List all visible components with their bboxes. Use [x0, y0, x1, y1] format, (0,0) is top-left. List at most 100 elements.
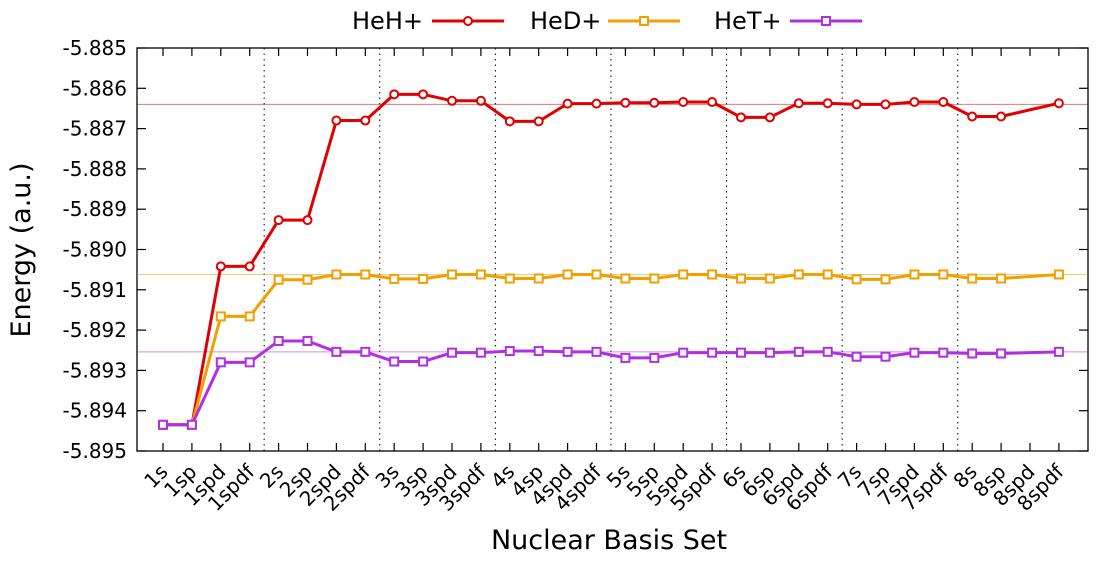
y-axis-title: Energy (a.u.)	[6, 163, 37, 338]
data-point-heh-plus	[909, 97, 920, 108]
legend-label-hed-plus: HeD+	[530, 7, 601, 35]
data-point-hed-plus	[504, 273, 515, 284]
data-point-heh-plus	[562, 98, 573, 109]
y-tick-label: -5.892	[63, 318, 127, 342]
data-point-hed-plus	[793, 269, 804, 280]
y-tick-label: -5.894	[63, 399, 127, 423]
data-point-het-plus	[244, 357, 255, 368]
legend: HeH+ HeD+ HeT+	[352, 7, 862, 35]
data-point-heh-plus	[822, 98, 833, 109]
data-point-hed-plus	[938, 269, 949, 280]
y-tick-label: -5.889	[63, 197, 127, 221]
data-point-het-plus	[996, 348, 1007, 359]
data-point-het-plus	[764, 347, 775, 358]
legend-marker-hed-plus	[639, 16, 649, 26]
legend-item-hed-plus: HeD+	[530, 7, 680, 35]
data-point-heh-plus	[764, 112, 775, 123]
data-point-heh-plus	[504, 116, 515, 127]
data-point-het-plus	[736, 347, 746, 358]
data-point-heh-plus	[851, 99, 862, 110]
data-point-het-plus	[880, 351, 891, 362]
data-point-het-plus	[793, 346, 804, 357]
data-point-hed-plus	[475, 269, 486, 280]
data-point-heh-plus	[533, 116, 544, 127]
legend-label-heh-plus: HeH+	[352, 7, 423, 35]
data-point-hed-plus	[707, 269, 718, 280]
data-point-hed-plus	[736, 273, 746, 284]
data-point-hed-plus	[620, 273, 631, 284]
data-point-heh-plus	[418, 89, 429, 100]
data-point-het-plus	[649, 352, 660, 363]
data-point-heh-plus	[880, 99, 891, 110]
data-point-heh-plus	[620, 97, 631, 108]
data-point-hed-plus	[244, 311, 255, 322]
data-point-het-plus	[475, 347, 486, 358]
y-tick-label: -5.893	[63, 358, 127, 382]
data-point-hed-plus	[273, 274, 284, 285]
data-point-hed-plus	[562, 269, 573, 280]
data-point-hed-plus	[822, 269, 833, 280]
data-point-het-plus	[302, 335, 313, 346]
y-axis: -5.885 -5.886 -5.887 -5.888 -5.889 -5.890 -5.8…	[63, 36, 1088, 463]
data-point-hed-plus	[215, 311, 226, 322]
data-point-hed-plus	[331, 269, 342, 280]
data-point-het-plus	[909, 347, 920, 358]
data-point-hed-plus	[418, 273, 429, 284]
data-point-heh-plus	[215, 261, 226, 272]
data-point-heh-plus	[678, 97, 689, 108]
data-point-heh-plus	[360, 115, 371, 126]
data-point-het-plus	[331, 346, 342, 357]
data-point-heh-plus	[389, 89, 400, 100]
y-tick-label: -5.886	[63, 76, 127, 100]
data-point-het-plus	[533, 346, 544, 357]
data-point-hed-plus	[591, 269, 602, 280]
data-point-hed-plus	[649, 273, 660, 284]
data-point-het-plus	[1053, 346, 1064, 357]
data-point-heh-plus	[331, 115, 342, 126]
data-point-het-plus	[418, 356, 429, 367]
data-point-het-plus	[967, 348, 978, 359]
data-point-heh-plus	[707, 97, 718, 108]
legend-label-het-plus: HeT+	[714, 7, 782, 35]
data-point-hed-plus	[996, 273, 1007, 284]
data-point-het-plus	[851, 351, 862, 362]
data-point-het-plus	[707, 347, 718, 358]
data-point-het-plus	[504, 346, 515, 357]
data-point-het-plus	[360, 346, 371, 357]
data-point-heh-plus	[938, 97, 949, 108]
data-point-hed-plus	[360, 269, 371, 280]
legend-marker-heh-plus	[463, 16, 473, 26]
data-point-het-plus	[215, 357, 226, 368]
data-point-het-plus	[620, 352, 631, 363]
y-tick-label: -5.887	[63, 117, 127, 141]
y-tick-label: -5.890	[63, 238, 127, 262]
plot-frame	[136, 47, 1089, 452]
data-point-het-plus	[938, 347, 949, 358]
data-point-het-plus	[273, 335, 284, 346]
data-point-hed-plus	[851, 274, 862, 285]
series-line-hed-plus	[163, 272, 1060, 427]
data-point-heh-plus	[736, 112, 746, 123]
series-hed-plus	[158, 269, 1064, 430]
data-point-heh-plus	[302, 215, 313, 226]
data-point-het-plus	[158, 419, 168, 430]
data-point-het-plus	[822, 346, 833, 357]
data-point-het-plus	[389, 356, 400, 367]
data-point-heh-plus	[475, 95, 486, 106]
data-point-heh-plus	[591, 98, 602, 109]
data-point-heh-plus	[967, 111, 978, 122]
data-point-het-plus	[591, 346, 602, 357]
y-tick-label: -5.895	[63, 439, 127, 463]
data-point-hed-plus	[1053, 269, 1064, 280]
data-point-hed-plus	[880, 274, 891, 285]
y-tick-label: -5.888	[63, 157, 127, 181]
data-point-heh-plus	[793, 98, 804, 109]
legend-marker-het-plus	[821, 16, 831, 26]
data-point-heh-plus	[447, 95, 457, 106]
data-point-hed-plus	[533, 273, 544, 284]
data-point-het-plus	[447, 347, 457, 358]
y-tick-label: -5.891	[63, 278, 127, 302]
data-point-hed-plus	[764, 273, 775, 284]
data-point-heh-plus	[649, 97, 660, 108]
